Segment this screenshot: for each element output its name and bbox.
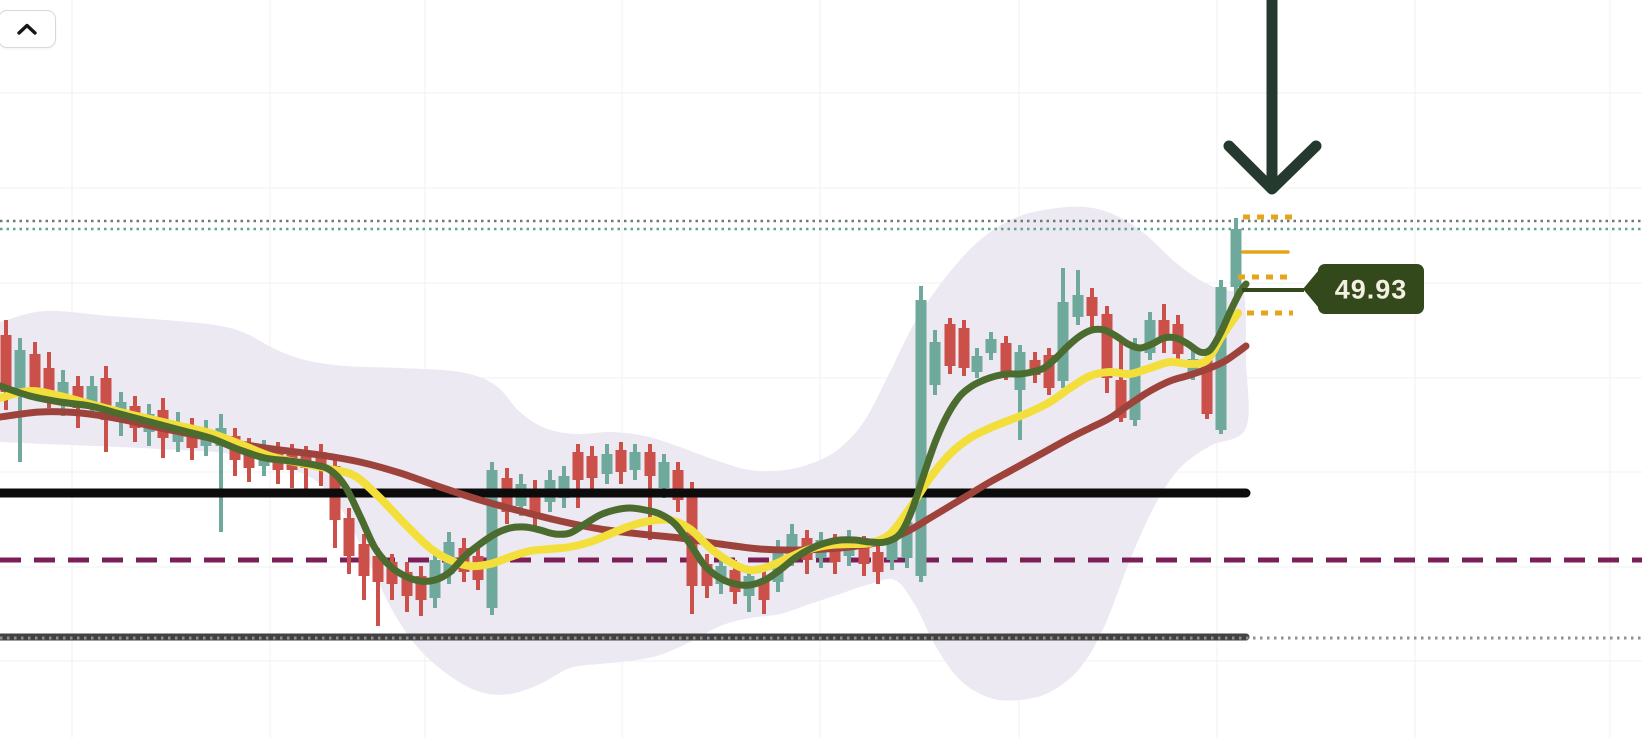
level-lines-over[interactable]	[0, 488, 1642, 641]
chevron-up-icon	[17, 23, 37, 35]
price-badge	[1318, 264, 1424, 314]
collapse-toolbar-button[interactable]	[0, 10, 56, 48]
last-bar-markers	[1238, 214, 1294, 316]
price-callout: 49.93	[1242, 264, 1424, 314]
down-arrow-head	[1223, 140, 1322, 195]
ma-fast-olive	[0, 280, 1250, 589]
price-badge-pointer	[1303, 271, 1318, 307]
moving-average-lines	[0, 280, 1250, 589]
down-arrow-annotation	[1223, 0, 1322, 195]
price-label: 49.93	[1335, 275, 1408, 305]
